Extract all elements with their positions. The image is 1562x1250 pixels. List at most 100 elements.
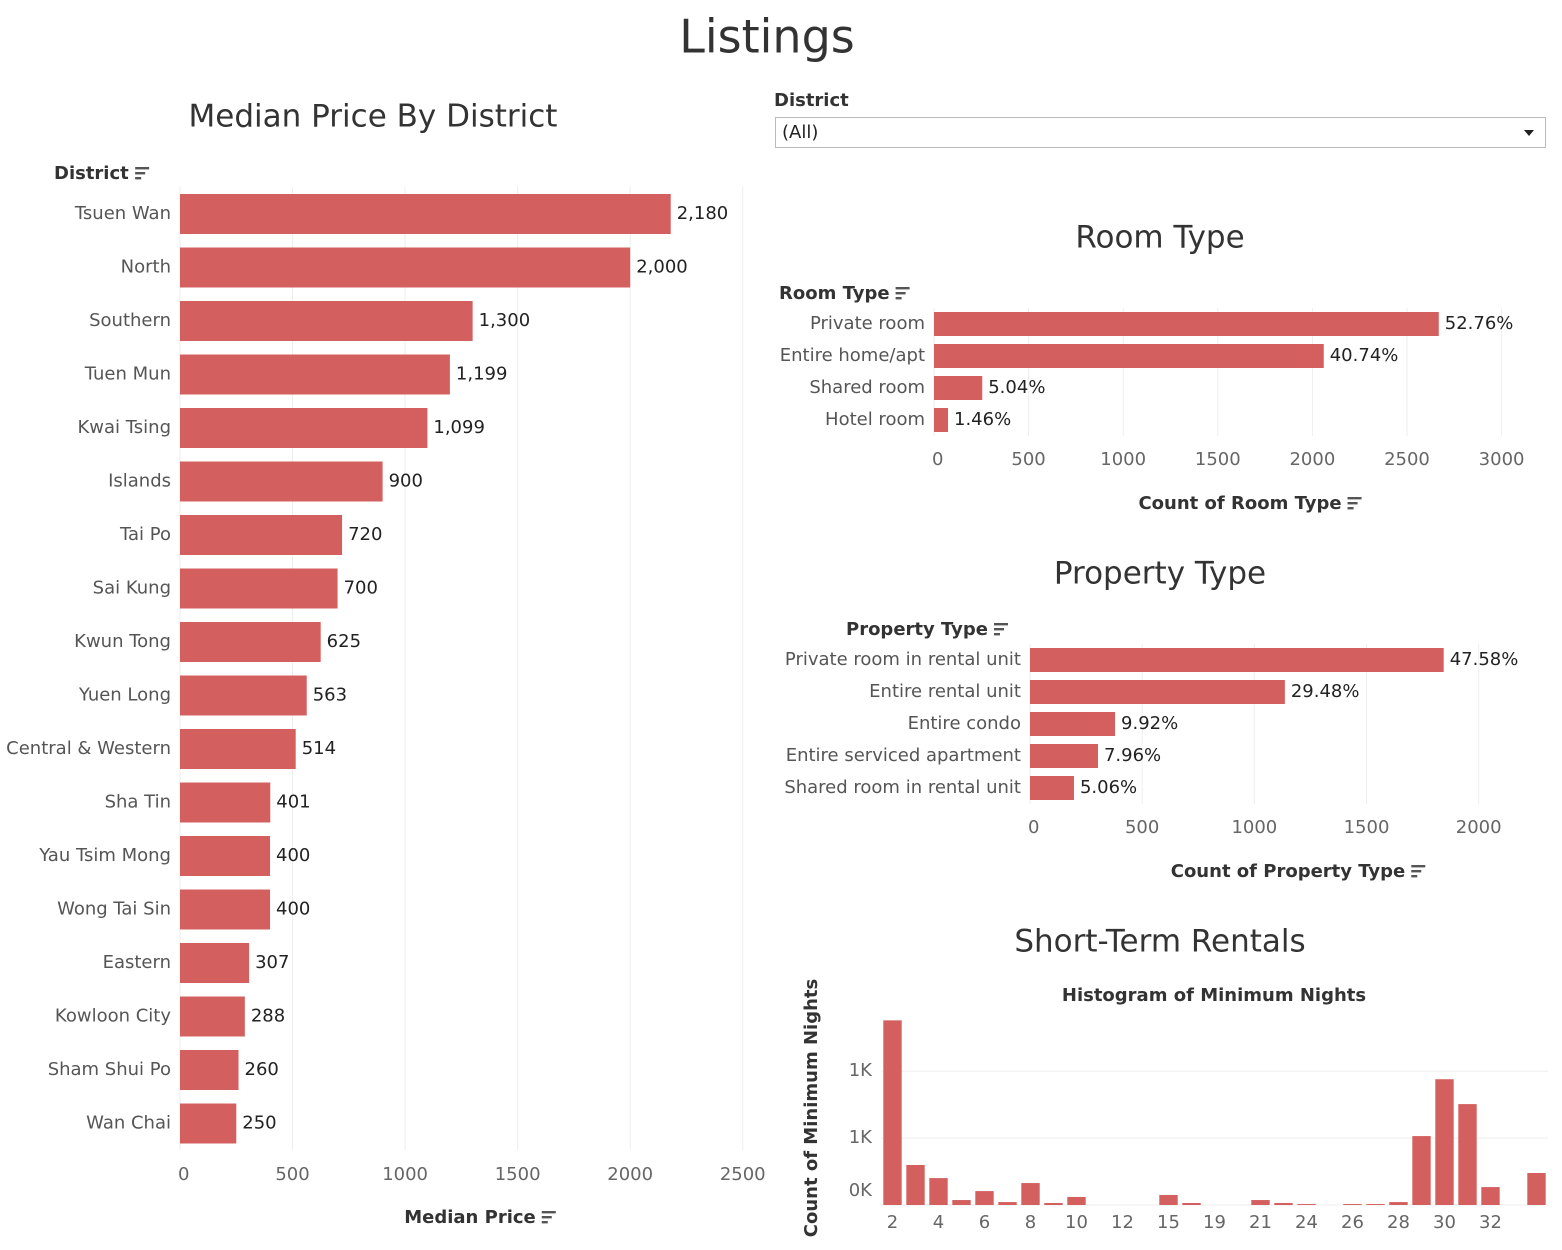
category-header: Property Type <box>846 619 988 640</box>
bar <box>1044 1202 1063 1205</box>
category-label: Kwai Tsing <box>77 417 171 438</box>
bar <box>1412 1136 1431 1205</box>
category-label: Yuen Long <box>78 685 171 706</box>
dropdown-arrow[interactable] <box>1524 130 1534 136</box>
bar <box>1021 1183 1040 1205</box>
bar <box>180 675 307 716</box>
sort-icon <box>541 1211 556 1214</box>
bar <box>180 943 250 983</box>
x-tick-label: 28 <box>1387 1212 1410 1233</box>
x-tick-label: 3000 <box>1479 449 1525 470</box>
value-label: 400 <box>276 845 310 866</box>
category-label: Eastern <box>103 952 171 973</box>
bar <box>180 1050 239 1090</box>
bar <box>180 889 271 930</box>
dropdown-value[interactable]: (All) <box>782 122 818 143</box>
bar <box>180 729 296 769</box>
x-tick-label: 2000 <box>1289 449 1335 470</box>
bar <box>1067 1196 1086 1205</box>
bar <box>180 194 671 234</box>
bar <box>180 354 450 395</box>
category-label: Entire serviced apartment <box>786 745 1021 766</box>
x-axis-label: Count of Room Type <box>1138 493 1341 514</box>
bar <box>180 836 271 876</box>
value-label: 260 <box>245 1059 279 1080</box>
x-tick-label: 2 <box>887 1212 898 1233</box>
bar <box>934 376 983 400</box>
x-tick-label: 6 <box>979 1212 990 1233</box>
x-tick-label: 2500 <box>1384 449 1430 470</box>
bar <box>180 301 473 341</box>
category-label: Entire condo <box>908 713 1021 734</box>
x-tick-label: 2000 <box>607 1164 653 1185</box>
x-tick-label: 26 <box>1341 1212 1364 1233</box>
bar <box>1030 680 1285 704</box>
bar <box>1343 1204 1362 1205</box>
value-label: 7.96% <box>1104 745 1161 766</box>
y-tick-label: 0K <box>849 1180 873 1201</box>
category-label: Wong Tai Sin <box>57 899 171 920</box>
bar <box>975 1191 994 1205</box>
bar <box>934 312 1439 336</box>
bar <box>1030 712 1116 736</box>
bar <box>1030 744 1098 768</box>
chart-title: Property Type <box>1054 556 1266 592</box>
bar <box>1251 1200 1270 1205</box>
bar <box>180 622 321 662</box>
bar <box>1481 1187 1500 1205</box>
value-label: 1,199 <box>456 364 508 385</box>
x-tick-label: 0 <box>932 449 943 470</box>
bar <box>180 782 271 823</box>
sort-icon <box>541 1216 552 1219</box>
value-label: 900 <box>389 471 423 492</box>
bar <box>180 461 383 502</box>
value-label: 288 <box>251 1006 285 1027</box>
chart-title: Room Type <box>1075 220 1244 256</box>
sort-icon <box>895 287 910 290</box>
x-tick-label: 1000 <box>1231 817 1277 838</box>
category-label: Hotel room <box>825 409 925 430</box>
bar <box>1389 1202 1408 1205</box>
x-tick-label: 1500 <box>1195 449 1241 470</box>
sort-icon <box>1411 870 1422 873</box>
value-label: 5.06% <box>1080 777 1137 798</box>
x-tick-label: 21 <box>1249 1212 1272 1233</box>
bar <box>929 1178 948 1205</box>
x-tick-label: 24 <box>1295 1212 1318 1233</box>
y-axis-label: Count of Minimum Nights <box>801 979 822 1237</box>
value-label: 1.46% <box>954 409 1011 430</box>
value-label: 9.92% <box>1121 713 1178 734</box>
dropdown-box[interactable] <box>775 117 1546 148</box>
sort-icon <box>135 177 142 180</box>
category-label: Yau Tsim Mong <box>38 845 171 866</box>
sort-icon <box>895 292 906 295</box>
category-label: Tuen Mun <box>84 364 171 385</box>
bar <box>934 344 1324 368</box>
bar <box>180 996 245 1037</box>
value-label: 40.74% <box>1330 345 1399 366</box>
filter-label: District <box>774 90 849 111</box>
chart-title: Short-Term Rentals <box>1014 924 1305 960</box>
category-label: Entire home/apt <box>780 345 925 366</box>
sort-icon <box>541 1221 548 1224</box>
x-tick-label: 0 <box>1028 817 1039 838</box>
bar <box>1030 648 1444 672</box>
bar <box>1366 1204 1385 1205</box>
x-tick-label: 2000 <box>1456 817 1502 838</box>
value-label: 514 <box>302 738 336 759</box>
value-label: 625 <box>327 631 361 652</box>
sort-icon <box>1411 875 1418 878</box>
x-tick-label: 4 <box>933 1212 944 1233</box>
bar <box>934 408 949 432</box>
category-label: Sham Shui Po <box>48 1059 171 1080</box>
bar <box>180 247 631 288</box>
filter-dropdown[interactable]: (All) <box>775 117 1546 148</box>
category-label: Sha Tin <box>105 792 171 813</box>
x-tick-label: 500 <box>1125 817 1159 838</box>
x-tick-label: 1500 <box>495 1164 541 1185</box>
sort-icon <box>1347 497 1362 500</box>
chart-subtitle: Histogram of Minimum Nights <box>1062 985 1366 1006</box>
sort-icon <box>993 633 1000 636</box>
bar <box>180 515 343 555</box>
